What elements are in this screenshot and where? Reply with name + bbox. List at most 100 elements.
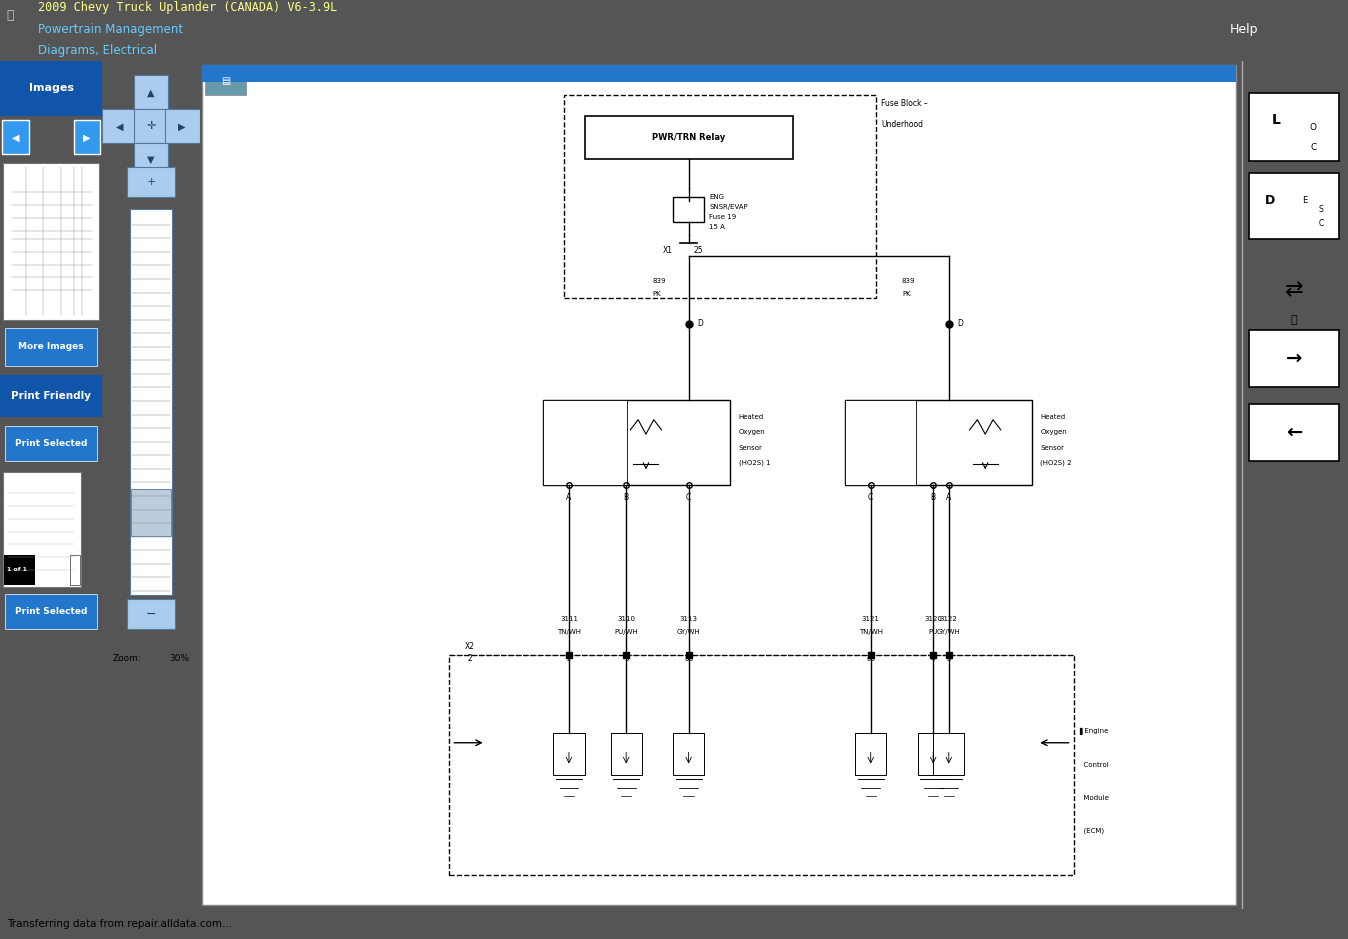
Text: Zoom:: Zoom: (112, 654, 142, 663)
Text: ▲: ▲ (147, 87, 155, 98)
Text: Sensor: Sensor (1041, 445, 1064, 451)
Bar (4, 555, 35, 585)
Bar (3, 162, 100, 319)
Text: Print Selected: Print Selected (15, 607, 88, 616)
Text: Fuse 19: Fuse 19 (709, 214, 736, 220)
Text: 69: 69 (867, 655, 875, 662)
Text: 🚙: 🚙 (7, 8, 15, 22)
Text: O: O (1310, 123, 1317, 131)
Text: 5: 5 (946, 655, 950, 662)
Text: C: C (1318, 220, 1324, 228)
Text: ✛: ✛ (147, 121, 155, 131)
Bar (133, 109, 168, 144)
Bar (543, 400, 731, 485)
Text: TN/WH: TN/WH (557, 629, 581, 635)
Bar (673, 196, 704, 223)
Text: PU/WH: PU/WH (615, 629, 638, 635)
Text: (HO2S) 2: (HO2S) 2 (1041, 460, 1072, 466)
Text: ▶: ▶ (84, 132, 90, 143)
Text: Images: Images (28, 84, 74, 93)
Text: 2009 Chevy Truck Uplander (CANADA) V6-3.9L: 2009 Chevy Truck Uplander (CANADA) V6-3.… (38, 1, 337, 14)
Bar (1248, 173, 1340, 239)
Text: Sensor: Sensor (739, 445, 763, 451)
Bar (0, 375, 102, 417)
Bar (1248, 404, 1340, 461)
Text: 2: 2 (468, 654, 472, 663)
Bar (3, 120, 28, 154)
Bar (543, 400, 627, 485)
Text: GY/WH: GY/WH (937, 629, 961, 635)
Text: Heated: Heated (1041, 414, 1065, 420)
Text: 3: 3 (624, 655, 628, 662)
Text: Powertrain Management: Powertrain Management (38, 23, 183, 36)
Text: Control: Control (1078, 762, 1108, 768)
Text: 88: 88 (685, 655, 693, 662)
Text: SNSR/EVAP: SNSR/EVAP (709, 204, 748, 210)
Text: E: E (1302, 196, 1308, 206)
Text: ◀: ◀ (12, 132, 19, 143)
Text: 🔧: 🔧 (1291, 315, 1297, 325)
Text: A: A (566, 493, 572, 502)
Bar (585, 116, 793, 159)
Text: 3113: 3113 (679, 616, 698, 622)
Bar (131, 489, 171, 536)
Text: Print Friendly: Print Friendly (11, 391, 92, 401)
Text: PK: PK (902, 291, 910, 298)
Bar (918, 732, 949, 775)
Bar (127, 167, 175, 196)
Bar (1248, 330, 1340, 388)
Text: ⇄: ⇄ (1285, 280, 1304, 300)
Text: Diagrams, Electrical: Diagrams, Electrical (38, 43, 156, 56)
Bar (129, 209, 173, 595)
Text: PK: PK (652, 291, 661, 298)
Text: D: D (957, 319, 962, 329)
Bar (70, 555, 80, 585)
Text: ▤: ▤ (221, 75, 231, 85)
Text: A: A (946, 493, 952, 502)
Bar (133, 75, 168, 109)
Text: Module: Module (1078, 795, 1109, 801)
Text: 1 of 1: 1 of 1 (8, 567, 27, 572)
Text: (ECM): (ECM) (1078, 827, 1104, 834)
Bar (553, 732, 585, 775)
Bar (933, 732, 964, 775)
Text: GY/WH: GY/WH (677, 629, 701, 635)
Text: L: L (1271, 114, 1281, 128)
Text: D: D (697, 319, 702, 329)
Text: 3121: 3121 (861, 616, 880, 622)
Text: 3110: 3110 (617, 616, 635, 622)
Text: PU: PU (929, 629, 938, 635)
Text: PWR/TRN Relay: PWR/TRN Relay (652, 132, 725, 142)
Text: 30%: 30% (170, 654, 190, 663)
Bar (845, 400, 915, 485)
Text: 3122: 3122 (940, 616, 957, 622)
Bar (449, 654, 1073, 875)
Bar (855, 732, 887, 775)
Text: 839: 839 (652, 279, 666, 285)
Text: Oxygen: Oxygen (1041, 429, 1068, 436)
Text: Underhood: Underhood (882, 120, 923, 130)
Bar (5, 593, 97, 629)
Text: −: − (146, 608, 156, 622)
Text: C: C (1310, 143, 1317, 152)
Bar (205, 66, 247, 95)
Text: Fuse Block –: Fuse Block – (882, 99, 927, 108)
Text: C: C (868, 493, 874, 502)
Text: More Images: More Images (19, 343, 84, 351)
Text: ←: ← (1286, 423, 1302, 442)
Text: Transferring data from repair.alldata.com...: Transferring data from repair.alldata.co… (7, 919, 232, 929)
Bar (5, 425, 97, 461)
Bar (74, 120, 100, 154)
Text: 839: 839 (902, 279, 915, 285)
Text: 4: 4 (931, 655, 936, 662)
Bar (102, 109, 137, 144)
Bar (5, 328, 97, 366)
Bar (127, 599, 175, 629)
Text: Print Selected: Print Selected (15, 439, 88, 448)
Bar (3, 472, 81, 587)
Text: 25: 25 (694, 246, 704, 254)
Text: B: B (930, 493, 936, 502)
Text: Oxygen: Oxygen (739, 429, 766, 436)
Text: 3120: 3120 (925, 616, 942, 622)
Text: C: C (686, 493, 692, 502)
